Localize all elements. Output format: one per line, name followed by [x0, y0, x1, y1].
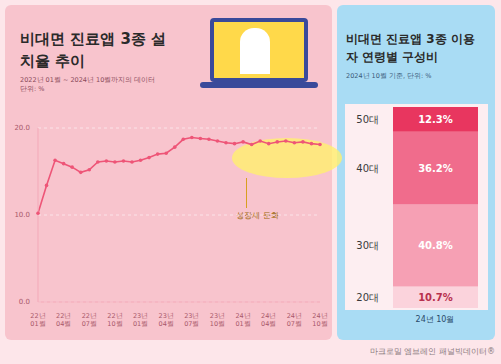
- svg-text:20.0: 20.0: [14, 124, 30, 132]
- svg-text:22년07월: 22년07월: [82, 312, 97, 328]
- svg-text:10.0: 10.0: [14, 211, 30, 219]
- svg-text:12.3%: 12.3%: [418, 114, 453, 125]
- html-text:성장세 둔화: 성장세 둔화: [236, 211, 279, 220]
- svg-text:40.8%: 40.8%: [418, 240, 453, 251]
- svg-text:22년10월: 22년10월: [107, 312, 122, 328]
- svg-text:23년10월: 23년10월: [210, 312, 225, 328]
- svg-text:24년01월: 24년01월: [235, 312, 250, 328]
- html-text:비대면 진료앱 3종 이용자 연령별 구성비: 비대면 진료앱 3종 이용자 연령별 구성비: [346, 32, 475, 64]
- svg-text:22년01월: 22년01월: [30, 312, 45, 328]
- svg-text:0.0: 0.0: [19, 298, 30, 306]
- svg-text:23년01월: 23년01월: [133, 312, 148, 328]
- svg-text:50대: 50대: [356, 114, 379, 125]
- svg-text:24년 10월: 24년 10월: [416, 315, 455, 324]
- html-text:단위: %: 단위: %: [20, 85, 45, 93]
- svg-text:24년10월: 24년10월: [312, 312, 327, 328]
- svg-text:40대: 40대: [356, 163, 379, 174]
- svg-text:22년04월: 22년04월: [56, 312, 71, 328]
- svg-text:30대: 30대: [356, 240, 379, 251]
- svg-text:24년04월: 24년04월: [261, 312, 276, 328]
- html-text:2024년 10월 기준, 단위: %: 2024년 10월 기준, 단위: %: [346, 72, 432, 80]
- html-text:비대면 진료앱 3종 설치율 추이: 비대면 진료앱 3종 설치율 추이: [20, 30, 167, 70]
- svg-text:36.2%: 36.2%: [418, 163, 453, 174]
- svg-text:24년07월: 24년07월: [287, 312, 302, 328]
- html-text:마크로밀 엠브레인 패널빅데이터®: 마크로밀 엠브레인 패널빅데이터®: [369, 347, 495, 356]
- html-text:2022년 01월 ~ 2024년 10월까지의 데이터: 2022년 01월 ~ 2024년 10월까지의 데이터: [20, 76, 156, 84]
- svg-text:10.7%: 10.7%: [418, 292, 453, 303]
- svg-text:20대: 20대: [356, 292, 379, 303]
- svg-text:23년04월: 23년04월: [159, 312, 174, 328]
- svg-text:23년07월: 23년07월: [184, 312, 199, 328]
